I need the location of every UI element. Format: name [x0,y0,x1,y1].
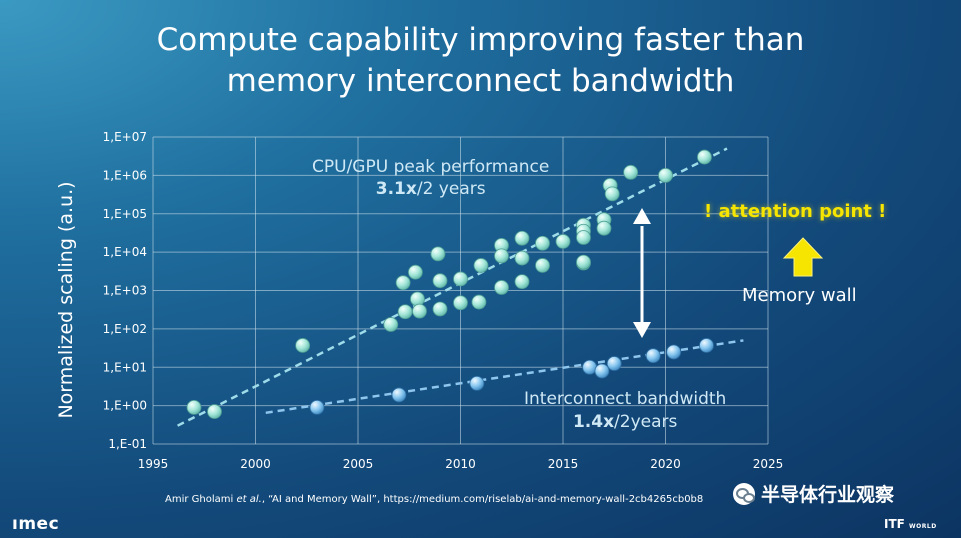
interconnect-data-point [309,399,325,415]
y-tick-label: 1,E+07 [103,130,147,144]
x-tick-label: 2005 [343,457,374,471]
cpu-data-point [658,167,673,183]
cpu-data-point [514,274,530,290]
cpu-data-point [535,235,550,251]
cpu-data-point [410,291,425,307]
cpu-data-point [576,254,591,270]
interconnect-data-point [666,344,682,360]
interconnect-data-point [582,359,598,375]
slide-title: Compute capability improving faster than… [0,20,961,102]
x-tick-label: 2020 [650,457,681,471]
cpu-data-point [453,271,468,287]
interconnect-data-point [594,363,610,379]
cpu-data-point [432,273,448,289]
memory-wall-label: Memory wall [742,285,857,306]
y-tick-label: 1,E-01 [108,437,147,451]
y-tick-label: 1,E+05 [103,207,147,221]
cpu-annotation-label: CPU/GPU peak performance [312,157,550,177]
citation: Amir Gholami et al., “AI and Memory Wall… [165,494,765,505]
cpu-data-point [383,317,399,332]
title-line-1: Compute capability improving faster than [156,22,805,58]
cpu-annotation: CPU/GPU peak performance 3.1x/2 years [312,157,549,199]
trendlines [177,147,744,427]
imec-logo: ımec [12,514,60,534]
x-tick-label: 2025 [753,457,784,471]
y-tick-label: 1,E+04 [103,245,147,259]
ic-rate: 1.4x [572,412,615,432]
cpu-trendline [177,147,728,427]
y-tick-label: 1,E+02 [103,322,147,336]
cpu-data-point [604,186,620,202]
cpu-data-point [395,275,411,291]
interconnect-data-point [391,387,407,403]
title-line-2: memory interconnect bandwidth [226,63,735,99]
interconnect-data-point [606,356,622,371]
cpu-data-point [407,264,423,280]
ic-annotation-label: Interconnect bandwidth [524,389,727,409]
y-tick-labels: 1,E-01 1,E+00 1,E+01 1,E+02 1,E+03 1,E+04 1,E+… [103,130,147,451]
y-axis-label: Normalized scaling (a.u.) [55,181,77,419]
cpu-data-point [430,246,446,262]
x-tick-labels: 1995 2000 2005 2010 2015 2020 2025 [138,457,784,471]
interconnect-annotation: Interconnect bandwidth 1.4x/2years [524,389,726,432]
cpu-rate: 3.1x [375,179,417,199]
cpu-data-point [397,304,413,320]
cpu-data-point [494,280,509,295]
yellow-up-arrow-icon [782,237,824,277]
citation-rest: , “AI and Memory Wall”, https://medium.c… [261,494,704,505]
cpu-rate-unit: /2 years [416,179,486,199]
cpu-data-point [207,404,222,419]
interconnect-trendline [265,339,744,415]
cpu-data-point [514,250,530,266]
x-tick-label: 2000 [240,457,271,471]
citation-author: Amir Gholami [165,494,237,505]
cpu-data-point [555,234,571,249]
itf-logo-small: WORLD [909,523,937,530]
interconnect-data-point [645,348,661,364]
cpu-data-point [623,164,639,180]
y-tick-label: 1,E+06 [103,168,147,182]
interconnect-data-point [469,375,485,391]
attention-point-label: ! attention point ! [704,201,887,222]
ic-rate-unit: /2years [614,412,678,432]
cpu-data-point [473,258,489,273]
cpu-data-point [295,338,311,353]
y-tick-label: 1,E+03 [103,284,147,298]
cpu-data-point [514,230,530,246]
x-tick-label: 1995 [138,457,169,471]
cpu-data-point [412,303,427,319]
memory-wall-arrow [633,208,651,338]
watermark-text: 半导体行业观察 [761,484,895,506]
data-points [186,149,714,419]
cpu-data-point [494,248,509,264]
watermark: 半导体行业观察 [733,480,894,507]
cpu-data-point [453,295,468,311]
cpu-data-point [432,301,448,317]
citation-etal: et al. [236,494,262,505]
cpu-data-point [697,149,712,165]
y-tick-label: 1,E+01 [103,360,147,374]
cpu-data-point [186,399,202,415]
wechat-icon [733,482,755,505]
interconnect-data-point [699,338,714,353]
cpu-data-point [596,220,612,236]
x-tick-label: 2010 [445,457,476,471]
cpu-data-point [471,294,487,310]
y-tick-label: 1,E+00 [103,399,147,413]
cpu-data-point [535,258,550,273]
itf-logo-text: ITF [884,517,905,531]
cpu-data-point [576,230,591,245]
x-tick-label: 2015 [548,457,579,471]
itf-world-logo: ITF WORLD [884,517,937,531]
